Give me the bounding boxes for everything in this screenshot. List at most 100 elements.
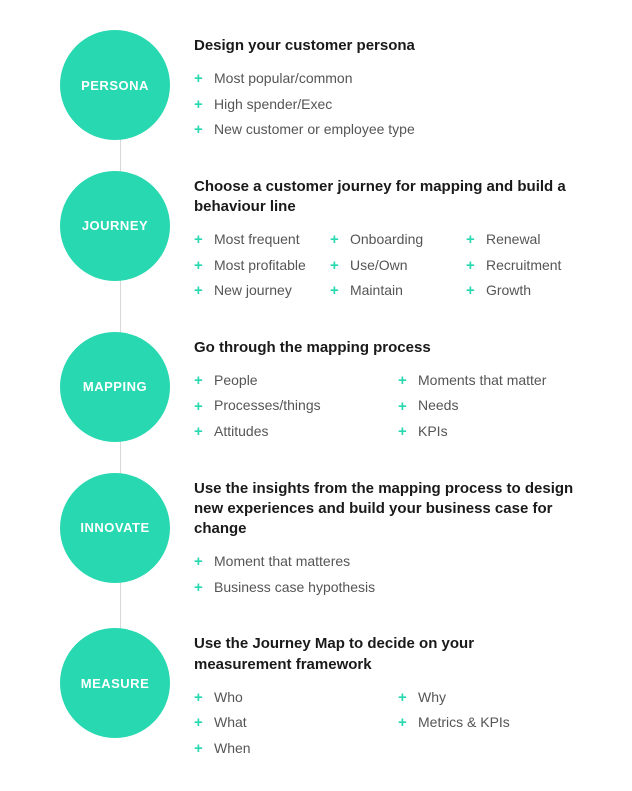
bullet-text: Metrics & KPIs (418, 711, 510, 735)
bullet-item: +Use/Own (330, 253, 466, 279)
plus-icon: + (194, 227, 208, 253)
bullet-text: Needs (418, 394, 458, 418)
bullet-text: Business case hypothesis (214, 576, 375, 600)
bullet-item: +What (194, 710, 398, 736)
bullet-text: New journey (214, 279, 292, 303)
bullet-columns: +Moment that matteres+Business case hypo… (194, 549, 602, 600)
bullet-item: +Onboarding (330, 227, 466, 253)
step-title: Choose a customer journey for mapping an… (194, 177, 574, 218)
step-content: Use the Journey Map to decide on your me… (170, 628, 602, 761)
bullet-column: +Moment that matteres+Business case hypo… (194, 549, 602, 600)
bullet-item: +Maintain (330, 278, 466, 304)
step-circle: INNOVATE (60, 473, 170, 583)
step-content: Design your customer persona+Most popula… (170, 30, 602, 143)
bullet-item: +Recruitment (466, 253, 602, 279)
bullet-text: Maintain (350, 279, 403, 303)
bullet-text: Use/Own (350, 254, 408, 278)
bullet-text: New customer or employee type (214, 118, 415, 142)
bullet-text: What (214, 711, 247, 735)
bullet-text: Most frequent (214, 228, 300, 252)
plus-icon: + (398, 419, 412, 445)
step-content: Go through the mapping process+People+Pr… (170, 332, 602, 445)
step-circle: MAPPING (60, 332, 170, 442)
plus-icon: + (194, 92, 208, 118)
bullet-text: Moments that matter (418, 369, 546, 393)
step-circle: JOURNEY (60, 171, 170, 281)
bullet-item: +Most frequent (194, 227, 330, 253)
bullet-item: +KPIs (398, 419, 602, 445)
plus-icon: + (398, 368, 412, 394)
bullet-item: +Who (194, 685, 398, 711)
bullet-item: +Renewal (466, 227, 602, 253)
bullet-item: +Growth (466, 278, 602, 304)
plus-icon: + (194, 710, 208, 736)
plus-icon: + (194, 368, 208, 394)
bullet-item: +Metrics & KPIs (398, 710, 602, 736)
bullet-item: +Attitudes (194, 419, 398, 445)
bullet-column: +Most frequent+Most profitable+New journ… (194, 227, 330, 304)
step-circle: PERSONA (60, 30, 170, 140)
plus-icon: + (330, 253, 344, 279)
bullet-text: KPIs (418, 420, 448, 444)
plus-icon: + (330, 278, 344, 304)
step-content: Use the insights from the mapping proces… (170, 473, 602, 601)
bullet-column: +People+Processes/things+Attitudes (194, 368, 398, 445)
plus-icon: + (194, 419, 208, 445)
plus-icon: + (466, 278, 480, 304)
plus-icon: + (194, 394, 208, 420)
bullet-columns: +Most frequent+Most profitable+New journ… (194, 227, 602, 304)
plus-icon: + (466, 253, 480, 279)
bullet-text: Onboarding (350, 228, 423, 252)
process-diagram: PERSONADesign your customer persona+Most… (0, 30, 602, 761)
bullet-item: +People (194, 368, 398, 394)
step-measure: MEASURE Use the Journey Map to decide on … (60, 628, 602, 761)
bullet-item: +Moment that matteres (194, 549, 602, 575)
bullet-item: +High spender/Exec (194, 92, 602, 118)
plus-icon: + (194, 278, 208, 304)
bullet-text: Why (418, 686, 446, 710)
plus-icon: + (194, 575, 208, 601)
plus-icon: + (330, 227, 344, 253)
bullet-item: +Moments that matter (398, 368, 602, 394)
bullet-item: +When (194, 736, 398, 762)
step-journey: JOURNEY Choose a customer journey for map… (60, 171, 602, 304)
bullet-text: Recruitment (486, 254, 561, 278)
step-persona: PERSONADesign your customer persona+Most… (60, 30, 602, 143)
plus-icon: + (194, 253, 208, 279)
step-title: Use the insights from the mapping proces… (194, 479, 574, 540)
plus-icon: + (398, 685, 412, 711)
bullet-column: +Moments that matter+Needs+KPIs (398, 368, 602, 445)
bullet-item: +New customer or employee type (194, 117, 602, 143)
bullet-columns: +People+Processes/things+Attitudes+Momen… (194, 368, 602, 445)
bullet-item: +Most profitable (194, 253, 330, 279)
bullet-column: +Why+Metrics & KPIs (398, 685, 602, 762)
bullet-text: Attitudes (214, 420, 268, 444)
bullet-text: High spender/Exec (214, 93, 332, 117)
step-title: Use the Journey Map to decide on your me… (194, 634, 574, 675)
step-circle: MEASURE (60, 628, 170, 738)
plus-icon: + (194, 117, 208, 143)
bullet-item: +Processes/things (194, 394, 398, 420)
plus-icon: + (194, 549, 208, 575)
bullet-column: +Most popular/common+High spender/Exec+N… (194, 66, 602, 143)
step-content: Choose a customer journey for mapping an… (170, 171, 602, 304)
bullet-columns: +Most popular/common+High spender/Exec+N… (194, 66, 602, 143)
bullet-columns: +Who+What+When+Why+Metrics & KPIs (194, 685, 602, 762)
bullet-text: Growth (486, 279, 531, 303)
bullet-text: Processes/things (214, 394, 321, 418)
bullet-text: People (214, 369, 258, 393)
bullet-column: +Renewal+Recruitment+Growth (466, 227, 602, 304)
bullet-column: +Onboarding+Use/Own+Maintain (330, 227, 466, 304)
plus-icon: + (194, 66, 208, 92)
bullet-text: Who (214, 686, 243, 710)
plus-icon: + (466, 227, 480, 253)
plus-icon: + (398, 710, 412, 736)
step-title: Design your customer persona (194, 36, 574, 56)
bullet-text: Most profitable (214, 254, 306, 278)
bullet-column: +Who+What+When (194, 685, 398, 762)
bullet-item: +Why (398, 685, 602, 711)
plus-icon: + (194, 736, 208, 762)
bullet-text: Moment that matteres (214, 550, 350, 574)
bullet-text: Most popular/common (214, 67, 353, 91)
bullet-item: +Business case hypothesis (194, 575, 602, 601)
